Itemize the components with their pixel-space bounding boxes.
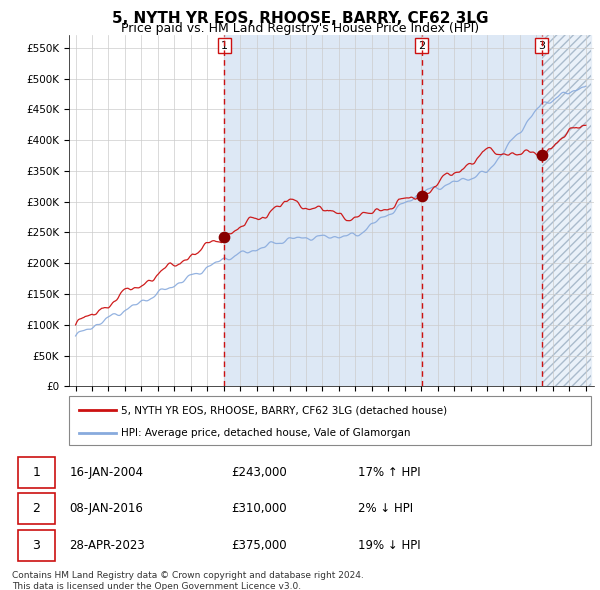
Point bbox=[220, 232, 229, 241]
Text: 5, NYTH YR EOS, RHOOSE, BARRY, CF62 3LG: 5, NYTH YR EOS, RHOOSE, BARRY, CF62 3LG bbox=[112, 11, 488, 25]
FancyBboxPatch shape bbox=[18, 493, 55, 525]
Text: 19% ↓ HPI: 19% ↓ HPI bbox=[358, 539, 420, 552]
Text: £243,000: £243,000 bbox=[231, 466, 287, 478]
Text: 1: 1 bbox=[221, 41, 228, 51]
Text: 3: 3 bbox=[538, 41, 545, 51]
Bar bbox=[224, 35, 542, 386]
FancyBboxPatch shape bbox=[18, 530, 55, 561]
Text: 28-APR-2023: 28-APR-2023 bbox=[70, 539, 145, 552]
Text: Contains HM Land Registry data © Crown copyright and database right 2024.
This d: Contains HM Land Registry data © Crown c… bbox=[12, 571, 364, 590]
Text: 2% ↓ HPI: 2% ↓ HPI bbox=[358, 502, 413, 516]
Text: 1: 1 bbox=[32, 466, 40, 478]
Text: Price paid vs. HM Land Registry's House Price Index (HPI): Price paid vs. HM Land Registry's House … bbox=[121, 22, 479, 35]
FancyBboxPatch shape bbox=[18, 457, 55, 487]
Text: 2: 2 bbox=[418, 41, 425, 51]
Text: £375,000: £375,000 bbox=[231, 539, 287, 552]
Text: HPI: Average price, detached house, Vale of Glamorgan: HPI: Average price, detached house, Vale… bbox=[121, 428, 410, 438]
Point bbox=[417, 191, 427, 200]
Text: 2: 2 bbox=[32, 502, 40, 516]
Point bbox=[537, 151, 547, 160]
Text: 16-JAN-2004: 16-JAN-2004 bbox=[70, 466, 143, 478]
Text: £310,000: £310,000 bbox=[231, 502, 287, 516]
Text: 08-JAN-2016: 08-JAN-2016 bbox=[70, 502, 143, 516]
Text: 17% ↑ HPI: 17% ↑ HPI bbox=[358, 466, 420, 478]
Text: 5, NYTH YR EOS, RHOOSE, BARRY, CF62 3LG (detached house): 5, NYTH YR EOS, RHOOSE, BARRY, CF62 3LG … bbox=[121, 405, 448, 415]
Bar bbox=[542, 35, 591, 386]
Text: 3: 3 bbox=[32, 539, 40, 552]
Bar bbox=[542, 35, 591, 386]
